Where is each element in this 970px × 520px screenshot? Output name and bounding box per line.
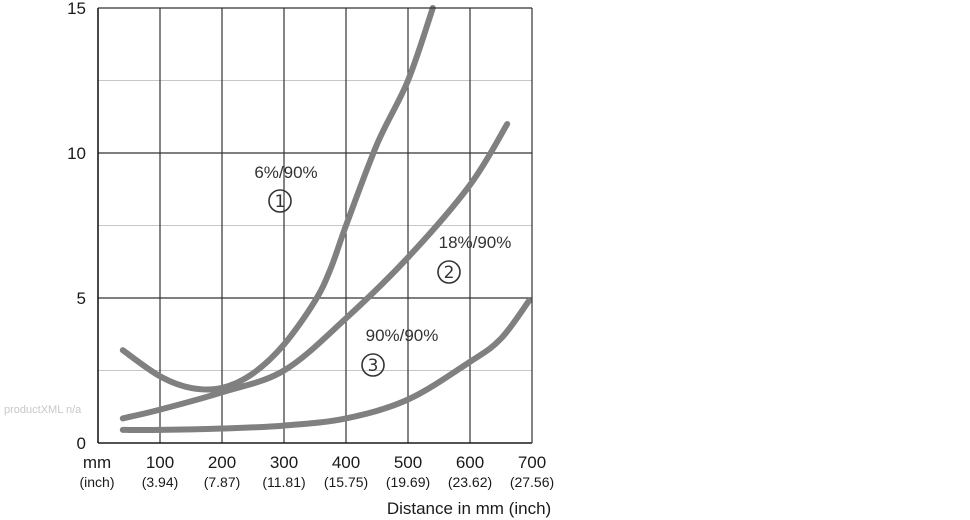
series-marker-3: 3 <box>368 356 379 376</box>
series-marker-circle-1 <box>268 189 292 213</box>
x-tick-label: 100 <box>146 453 174 472</box>
x-tick-sublabel: (15.75) <box>324 474 368 490</box>
x-tick-sublabel: (3.94) <box>142 474 179 490</box>
x-tick-sublabel: (7.87) <box>204 474 241 490</box>
series-line-1 <box>119 5 436 393</box>
series-label-3: 90%/90% <box>366 326 439 345</box>
x-tick-label: 700 <box>518 453 546 472</box>
x-tick-label: 600 <box>456 453 484 472</box>
series-marker-1: 1 <box>275 192 286 212</box>
series-label-2: 18%/90% <box>439 233 512 252</box>
x-tick-sublabel: (19.69) <box>386 474 430 490</box>
x-tick-label: 400 <box>332 453 360 472</box>
y-tick-label: 0 <box>77 434 86 453</box>
x-tick-label: 500 <box>394 453 422 472</box>
x-tick-sublabel: (27.56) <box>510 474 554 490</box>
watermark: productXML n/a <box>4 404 82 416</box>
y-tick-label: 15 <box>67 0 86 18</box>
x-tick-label: 300 <box>270 453 298 472</box>
series-marker-circle-2 <box>437 260 461 284</box>
x-tick-sublabel: (11.81) <box>262 474 305 490</box>
x-tick-sublabel: (23.62) <box>448 474 492 490</box>
chart-axes <box>97 7 533 444</box>
chart-labels: 0 5 10 15 100 (3.94) 200 (7.87) 300 (11.81) 400 (15… <box>67 0 554 518</box>
series-marker-2: 2 <box>444 263 455 283</box>
series-line-3 <box>119 297 532 434</box>
x-unit-label-inch: (inch) <box>79 474 114 490</box>
series-label-1: 6%/90% <box>254 163 317 182</box>
series-marker-circle-3 <box>361 353 385 377</box>
y-tick-label: 5 <box>77 289 86 308</box>
chart-series <box>119 5 532 434</box>
x-tick-label: 200 <box>208 453 236 472</box>
x-unit-label: mm <box>83 453 111 472</box>
series-line-2 <box>119 121 511 422</box>
x-axis-title: Distance in mm (inch) <box>387 499 551 518</box>
y-tick-label: 10 <box>67 144 86 163</box>
